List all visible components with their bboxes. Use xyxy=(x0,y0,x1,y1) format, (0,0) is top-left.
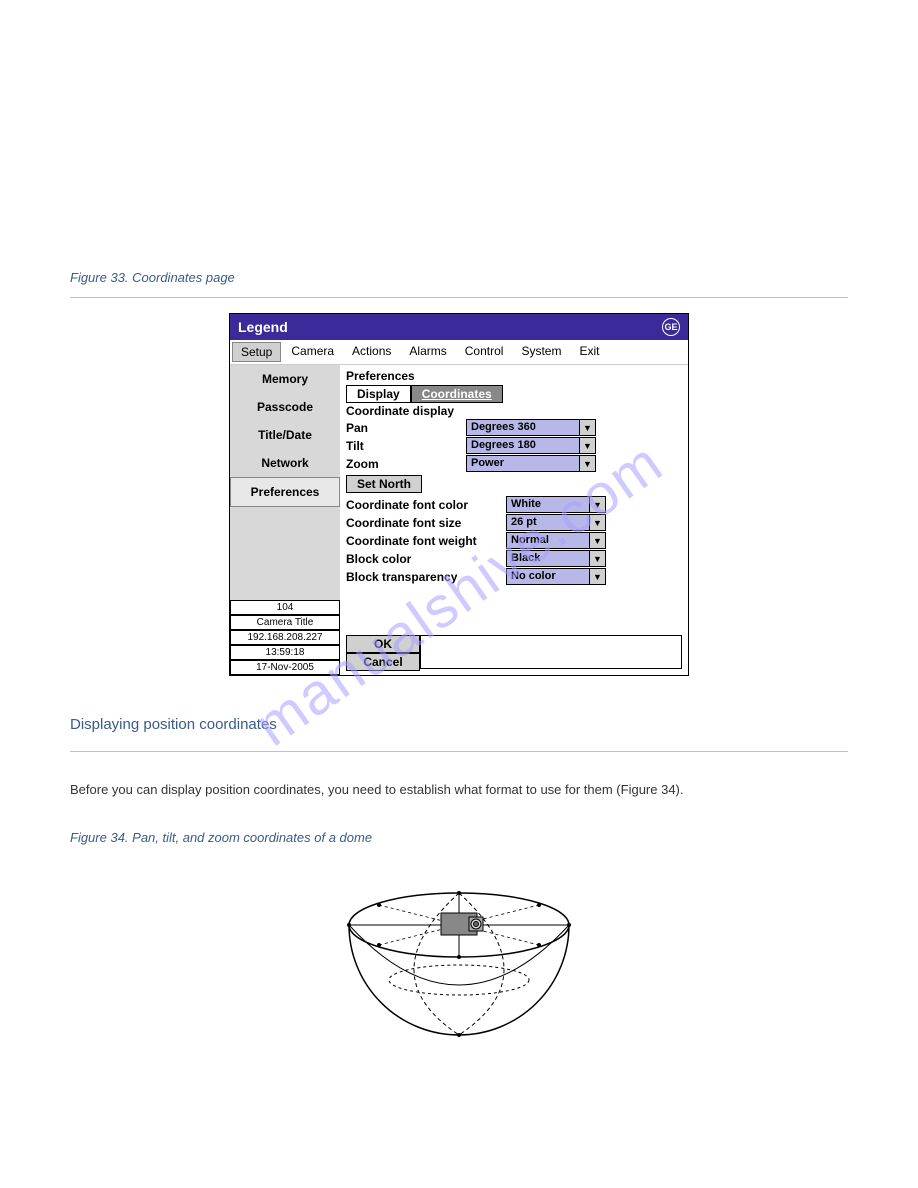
ok-button[interactable]: OK xyxy=(346,635,420,653)
tab-row: Display Coordinates xyxy=(346,385,682,403)
chevron-down-icon: ▼ xyxy=(589,569,605,584)
dropdown-tilt[interactable]: Degrees 180 ▼ xyxy=(466,437,596,454)
window-logo: GE xyxy=(662,318,680,336)
pane-title: Preferences xyxy=(346,369,682,383)
chevron-down-icon: ▼ xyxy=(589,497,605,512)
dropdown-font-size[interactable]: 26 pt ▼ xyxy=(506,514,606,531)
menubar: Setup Camera Actions Alarms Control Syst… xyxy=(230,340,688,365)
sidebar-memory[interactable]: Memory xyxy=(230,365,340,393)
chevron-down-icon: ▼ xyxy=(579,420,595,435)
ui-window: Legend GE Setup Camera Actions Alarms Co… xyxy=(229,313,689,676)
menu-alarms[interactable]: Alarms xyxy=(401,342,454,362)
label-coord-display: Coordinate display xyxy=(346,404,506,418)
dropdown-pan[interactable]: Degrees 360 ▼ xyxy=(466,419,596,436)
dropdown-zoom[interactable]: Power ▼ xyxy=(466,455,596,472)
dropdown-zoom-value: Power xyxy=(467,456,579,471)
chevron-down-icon: ▼ xyxy=(579,438,595,453)
info-time: 13:59:18 xyxy=(230,645,340,660)
menu-system[interactable]: System xyxy=(513,342,569,362)
label-tilt: Tilt xyxy=(346,439,466,453)
set-north-button[interactable]: Set North xyxy=(346,475,422,493)
figure34-wrap xyxy=(70,875,848,1055)
dropdown-font-color-value: White xyxy=(507,497,589,512)
content-pane: Preferences Display Coordinates Coordina… xyxy=(340,365,688,675)
cancel-button[interactable]: Cancel xyxy=(346,653,420,671)
section-heading-displaying: Displaying position coordinates xyxy=(70,716,848,733)
dome-diagram xyxy=(329,875,589,1055)
dropdown-block-transparency-value: No color xyxy=(507,569,589,584)
titlebar: Legend GE xyxy=(230,314,688,340)
menu-setup[interactable]: Setup xyxy=(232,342,281,362)
window-title: Legend xyxy=(238,319,288,335)
hr-2 xyxy=(70,751,848,752)
chevron-down-icon: ▼ xyxy=(579,456,595,471)
sidebar-preferences[interactable]: Preferences xyxy=(230,477,340,507)
body-paragraph: Before you can display position coordina… xyxy=(70,780,848,800)
dropdown-font-weight-value: Normal xyxy=(507,533,589,548)
dropdown-font-weight[interactable]: Normal ▼ xyxy=(506,532,606,549)
label-font-color: Coordinate font color xyxy=(346,498,506,512)
sidebar-passcode[interactable]: Passcode xyxy=(230,393,340,421)
info-title: Camera Title xyxy=(230,615,340,630)
dropdown-pan-value: Degrees 360 xyxy=(467,420,579,435)
figure34-caption: Figure 34. Pan, tilt, and zoom coordinat… xyxy=(70,830,848,845)
figure33-caption: Figure 33. Coordinates page xyxy=(70,270,848,285)
menu-camera[interactable]: Camera xyxy=(283,342,342,362)
sidebar: Memory Passcode Title/Date Network Prefe… xyxy=(230,365,340,675)
label-font-size: Coordinate font size xyxy=(346,516,506,530)
sidebar-network[interactable]: Network xyxy=(230,449,340,477)
dropdown-font-size-value: 26 pt xyxy=(507,515,589,530)
figure33-wrap: Legend GE Setup Camera Actions Alarms Co… xyxy=(70,313,848,676)
info-date: 17-Nov-2005 xyxy=(230,660,340,675)
message-box xyxy=(420,635,682,669)
chevron-down-icon: ▼ xyxy=(589,551,605,566)
menu-actions[interactable]: Actions xyxy=(344,342,399,362)
hr-1 xyxy=(70,297,848,298)
label-font-weight: Coordinate font weight xyxy=(346,534,506,548)
dropdown-tilt-value: Degrees 180 xyxy=(467,438,579,453)
dropdown-font-color[interactable]: White ▼ xyxy=(506,496,606,513)
tab-display[interactable]: Display xyxy=(346,385,411,403)
label-block-color: Block color xyxy=(346,552,506,566)
menu-exit[interactable]: Exit xyxy=(571,342,607,362)
sidebar-titledate[interactable]: Title/Date xyxy=(230,421,340,449)
tab-coordinates[interactable]: Coordinates xyxy=(411,385,503,403)
dropdown-block-color-value: Black xyxy=(507,551,589,566)
chevron-down-icon: ▼ xyxy=(589,515,605,530)
chevron-down-icon: ▼ xyxy=(589,533,605,548)
info-ip: 192.168.208.227 xyxy=(230,630,340,645)
label-pan: Pan xyxy=(346,421,466,435)
menu-control[interactable]: Control xyxy=(457,342,512,362)
label-zoom: Zoom xyxy=(346,457,466,471)
dropdown-block-color[interactable]: Black ▼ xyxy=(506,550,606,567)
label-block-transparency: Block transparency xyxy=(346,570,506,584)
info-block: 104 Camera Title 192.168.208.227 13:59:1… xyxy=(230,600,340,675)
info-id: 104 xyxy=(230,600,340,615)
dropdown-block-transparency[interactable]: No color ▼ xyxy=(506,568,606,585)
